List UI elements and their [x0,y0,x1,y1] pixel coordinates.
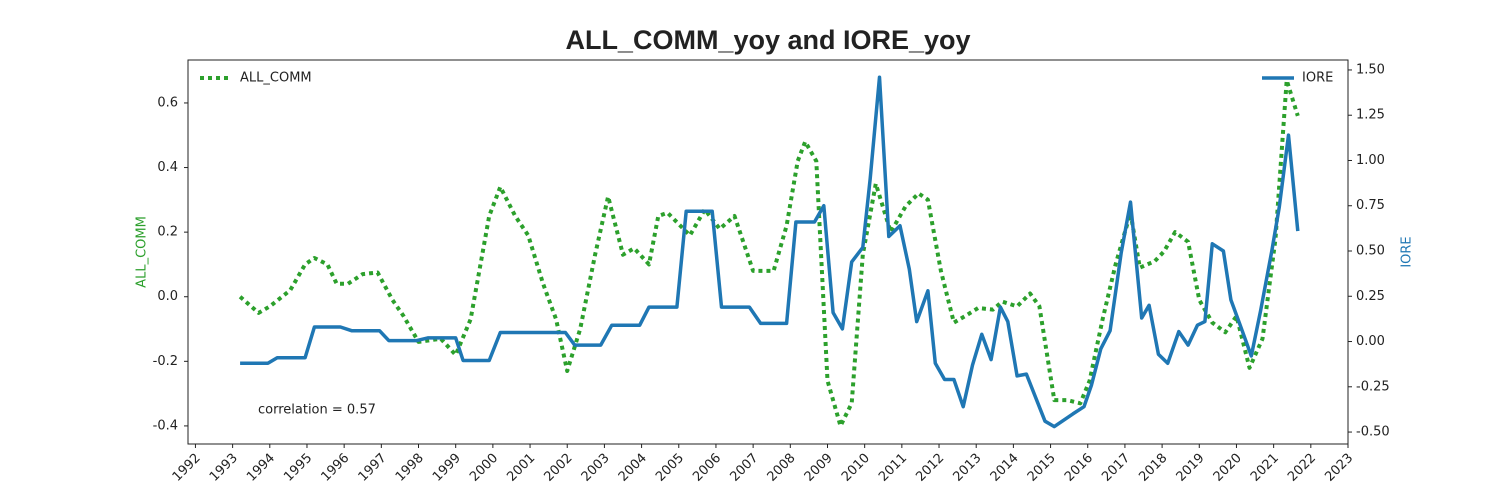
x-tick-label: 1997 [356,451,390,485]
y2-tick-label: 1.25 [1356,108,1385,123]
x-tick-label: 2021 [1248,451,1282,485]
x-tick-label: 1992 [170,451,204,485]
series-line [238,78,1300,428]
y2-tick-label: -0.25 [1356,379,1390,394]
y-tick-label: 0.6 [157,95,178,110]
x-tick-label: 1995 [281,451,315,485]
x-tick-label: 2023 [1322,451,1356,485]
x-tick-label: 2006 [690,451,724,485]
x-tick-label: 2008 [765,451,799,485]
y-axis-label: ALL_COMM [135,216,150,288]
y-tick-label: 0.0 [157,289,178,304]
x-tick-label: 2014 [988,451,1022,485]
x-tick-label: 2020 [1211,451,1245,485]
x-tick-label: 2016 [1062,451,1096,485]
y2-tick-label: 0.25 [1356,289,1385,304]
x-tick-label: 2011 [876,451,910,485]
x-tick-label: 1994 [244,451,278,485]
x-tick-label: 2005 [653,451,687,485]
y2-tick-label: 0.75 [1356,198,1385,213]
x-tick-label: 2017 [1099,451,1133,485]
x-tick-label: 2018 [1136,451,1170,485]
x-tick-label: 2010 [839,451,873,485]
x-tick-label: 2013 [951,451,985,485]
x-tick-label: 2009 [802,451,836,485]
x-tick-label: 1999 [430,451,464,485]
x-tick-label: 2022 [1285,451,1319,485]
x-tick-label: 2000 [467,451,501,485]
y-tick-label: -0.2 [153,354,178,369]
series-line [240,75,1300,429]
x-tick-label: 2012 [913,451,947,485]
y2-tick-label: 0.00 [1356,334,1385,349]
plot-frame [187,59,1349,445]
x-tick-label: 1993 [207,451,241,485]
x-tick-label: 2019 [1174,451,1208,485]
y2-tick-label: 0.50 [1356,244,1385,259]
annotation: correlation = 0.57 [258,403,376,418]
y2-axis-label: IORE [1400,236,1415,267]
x-tick-label: 2003 [579,451,613,485]
legend-label: IORE [1302,71,1333,86]
y2-tick-label: -0.50 [1356,425,1390,440]
y-tick-label: -0.4 [153,418,178,433]
y-tick-label: 0.2 [157,225,178,240]
x-tick-label: 2001 [504,451,538,485]
x-tick-label: 2007 [727,451,761,485]
x-tick-label: 2004 [616,451,650,485]
chart-title: ALL_COMM_yoy and IORE_yoy [565,25,970,55]
y2-tick-label: 1.50 [1356,62,1385,77]
legend-label: ALL_COMM [240,71,312,86]
x-tick-label: 2002 [542,451,576,485]
y2-tick-label: 1.00 [1356,153,1385,168]
x-tick-label: 1998 [393,451,427,485]
x-tick-label: 1996 [318,451,352,485]
y-tick-label: 0.4 [157,160,178,175]
x-tick-label: 2015 [1025,451,1059,485]
